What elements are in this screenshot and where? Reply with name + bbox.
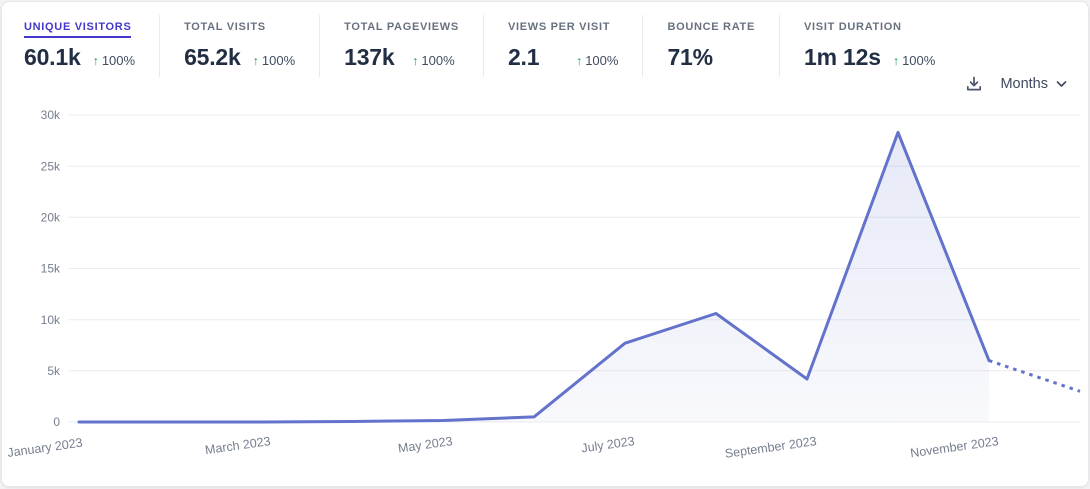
- metric-value: 137k: [344, 44, 395, 70]
- x-axis-label: November 2023: [909, 434, 999, 460]
- metric-change: ↑ 100%: [576, 53, 619, 68]
- chart-line-projected: [988, 359, 1081, 393]
- y-axis-label: 20k: [41, 211, 61, 225]
- y-axis-label: 25k: [41, 159, 61, 173]
- interval-dropdown[interactable]: Months: [1000, 76, 1067, 92]
- chart-line: [77, 130, 991, 424]
- change-percent: 100%: [421, 53, 455, 68]
- y-axis-label: 0: [53, 415, 60, 429]
- x-axis-label: January 2023: [6, 436, 83, 460]
- y-axis-label: 5k: [47, 364, 61, 378]
- download-icon: [965, 75, 983, 93]
- x-axis-label: September 2023: [724, 434, 818, 461]
- metric-total-pageviews[interactable]: TOTAL PAGEVIEWS 137k ↑ 100%: [319, 15, 483, 77]
- metric-change: ↑ 100%: [412, 53, 455, 68]
- x-axis-label: July 2023: [580, 434, 635, 455]
- metric-bounce-rate[interactable]: BOUNCE RATE 71%: [642, 15, 779, 77]
- y-axis-label: 30k: [41, 108, 61, 122]
- metric-value: 2.1: [507, 44, 540, 70]
- x-axis-label: March 2023: [204, 434, 271, 457]
- metric-label: TOTAL PAGEVIEWS: [344, 21, 459, 33]
- chart-toolbar: Months: [965, 75, 1067, 93]
- metric-total-visits[interactable]: TOTAL VISITS 65.2k ↑ 100%: [159, 15, 319, 77]
- y-axis-label: 15k: [41, 262, 61, 276]
- metrics-row: UNIQUE VISITORS 60.1k ↑ 100% TOTAL VISITS…: [2, 2, 1088, 77]
- up-arrow-icon: ↑: [412, 54, 419, 68]
- x-axis: January 2023 March 2023 May 2023 July 2023 S…: [6, 434, 999, 461]
- interval-label: Months: [1000, 76, 1048, 92]
- metric-label: TOTAL VISITS: [184, 21, 266, 33]
- metric-value: 1m 12s: [804, 44, 881, 70]
- metric-label: BOUNCE RATE: [667, 21, 755, 33]
- metric-label: VISIT DURATION: [804, 21, 902, 33]
- metric-change: ↑ 100%: [253, 53, 296, 68]
- metric-value: 71%: [667, 44, 713, 70]
- x-axis-label: May 2023: [397, 434, 453, 456]
- up-arrow-icon: ↑: [92, 54, 99, 68]
- metric-unique-visitors[interactable]: UNIQUE VISITORS 60.1k ↑ 100%: [2, 15, 159, 77]
- chevron-down-icon: [1056, 80, 1067, 88]
- change-percent: 100%: [585, 53, 619, 68]
- change-percent: 100%: [261, 53, 296, 68]
- visitors-chart[interactable]: 0 5k 10k 15k 20k 25k 30k January 2023 March 2023…: [2, 97, 1089, 487]
- metric-visit-duration[interactable]: VISIT DURATION 1m 12s ↑ 100%: [779, 15, 959, 77]
- metric-label: UNIQUE VISITORS: [24, 21, 132, 38]
- up-arrow-icon: ↑: [575, 54, 583, 68]
- y-axis-label: 10k: [41, 313, 61, 327]
- change-percent: 100%: [902, 53, 936, 68]
- chart-area: [79, 132, 989, 422]
- up-arrow-icon: ↑: [892, 54, 900, 68]
- download-button[interactable]: [965, 75, 983, 93]
- metric-change: ↑ 100%: [893, 53, 936, 68]
- metric-change: ↑ 100%: [93, 53, 136, 68]
- metric-value: 65.2k: [184, 44, 241, 70]
- metric-label: VIEWS PER VISIT: [507, 21, 611, 33]
- metric-value: 60.1k: [24, 44, 81, 70]
- change-percent: 100%: [101, 53, 136, 68]
- up-arrow-icon: ↑: [252, 54, 259, 68]
- metric-views-per-visit[interactable]: VIEWS PER VISIT 2.1 ↑ 100%: [482, 15, 643, 77]
